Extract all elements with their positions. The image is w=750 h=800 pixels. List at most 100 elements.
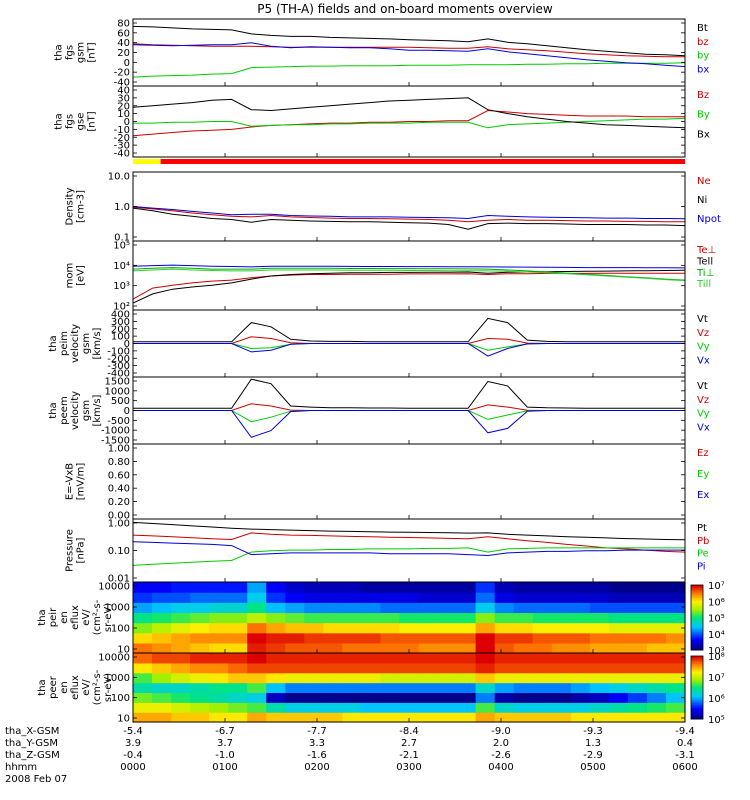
heatmap-cell — [608, 632, 629, 644]
heatmap-cell — [608, 612, 629, 624]
heatmap-cell — [304, 672, 324, 684]
heatmap-cell — [456, 702, 477, 713]
heatmap-cell — [399, 622, 420, 634]
colorbar-segment — [691, 630, 703, 633]
y-tick-label: 1.00 — [108, 444, 130, 455]
y-axis-label: eV/ — [81, 679, 92, 696]
heatmap-cell — [418, 622, 439, 634]
heatmap-cell — [608, 592, 629, 603]
time-axis-value: 3.3 — [309, 738, 325, 749]
heatmap-cell — [152, 622, 172, 634]
colorbar-segment — [691, 633, 703, 636]
heatmap-cell — [532, 653, 553, 664]
heatmap-cell — [418, 702, 439, 713]
heatmap-cell — [513, 642, 534, 654]
series-line — [132, 206, 686, 220]
y-axis-label: eV/ — [81, 609, 92, 626]
y-axis-label: [nPa] — [76, 537, 87, 563]
colorbar-segment — [691, 703, 703, 706]
y-axis-label: sr-eV) — [103, 603, 114, 632]
heatmap-cell — [266, 712, 286, 723]
heatmap-cell — [323, 632, 343, 644]
heatmap-cell — [304, 632, 324, 644]
heatmap-cell — [133, 602, 153, 614]
heatmap-cell — [665, 602, 686, 614]
heatmap-cell — [304, 642, 324, 654]
heatmap-cell — [152, 653, 172, 664]
y-axis-label: gsm — [76, 42, 87, 63]
heatmap-cell — [209, 662, 229, 674]
colorbar-segment — [691, 628, 703, 631]
heatmap-cell — [418, 632, 439, 644]
colorbar-segment — [691, 598, 703, 601]
colorbar-segment — [691, 711, 703, 714]
y-tick-label: 0.40 — [108, 484, 130, 495]
y-tick-label: 10 — [117, 714, 130, 725]
colorbar-segment — [691, 594, 703, 597]
heatmap-cell — [361, 712, 382, 723]
heatmap-cell — [133, 653, 153, 664]
heatmap-cell — [665, 622, 686, 634]
series-line — [132, 269, 686, 304]
colorbar-segment — [691, 609, 703, 612]
heatmap-cell — [513, 692, 534, 703]
heatmap-cell — [228, 712, 248, 723]
heatmap-cell — [323, 682, 343, 694]
y-tick-label: 10⁴ — [113, 261, 130, 272]
colorbar-segment — [691, 660, 703, 663]
heatmap-cell — [475, 653, 496, 664]
y-tick-label: -300 — [107, 361, 130, 372]
heatmap-cell — [627, 602, 648, 614]
colorbar-tick-label: 10⁶ — [708, 597, 725, 608]
heatmap-cell — [513, 672, 534, 684]
heatmap-cell — [171, 642, 191, 654]
heatmap-cell — [475, 632, 496, 644]
series-line — [132, 267, 686, 281]
heatmap-cell — [513, 622, 534, 634]
y-tick-label: 1000 — [105, 603, 130, 614]
heatmap-cell — [133, 662, 153, 674]
y-axis-label: tha — [54, 113, 65, 129]
heatmap-cell — [627, 672, 648, 684]
heatmap-cell — [342, 602, 363, 614]
time-axis-value: 1.3 — [585, 738, 601, 749]
colorbar-segment — [691, 715, 703, 718]
heatmap-cell — [399, 682, 420, 694]
heatmap-cell — [247, 622, 267, 634]
heatmap-cell — [570, 702, 591, 713]
heatmap-cell — [418, 612, 439, 624]
heatmap-cell — [456, 682, 477, 694]
heatmap-cell — [665, 712, 686, 723]
colorbar-segment — [691, 689, 703, 692]
mode-bar — [133, 159, 686, 164]
legend-label: by — [697, 51, 709, 62]
time-axis-row-label: tha_Y-GSM — [5, 738, 58, 749]
heatmap-cell — [570, 662, 591, 674]
colorbar-segment — [691, 607, 703, 610]
heatmap-cell — [304, 702, 324, 713]
heatmap-cell — [608, 653, 629, 664]
heatmap-cell — [190, 672, 210, 684]
heatmap-cell — [627, 622, 648, 634]
colorbar-segment — [691, 657, 703, 660]
heatmap-cell — [133, 702, 153, 713]
heatmap-cell — [551, 692, 572, 703]
colorbar-segment — [691, 622, 703, 625]
series-line — [133, 343, 685, 351]
legend-label: Vy — [697, 409, 710, 420]
heatmap-cell — [399, 642, 420, 654]
heatmap-cell — [418, 662, 439, 674]
heatmap-cell — [380, 702, 401, 713]
legend-label: Ez — [697, 448, 709, 459]
heatmap-cell — [418, 642, 439, 654]
y-tick-label: 100 — [111, 332, 130, 343]
heatmap-cell — [570, 653, 591, 664]
heatmap-cell — [247, 662, 267, 674]
heatmap-cell — [380, 642, 401, 654]
heatmap-cell — [228, 682, 248, 694]
heatmap-cell — [627, 653, 648, 664]
heatmap-cell — [589, 662, 610, 674]
heatmap-cell — [570, 602, 591, 614]
heatmap-cell — [627, 692, 648, 703]
